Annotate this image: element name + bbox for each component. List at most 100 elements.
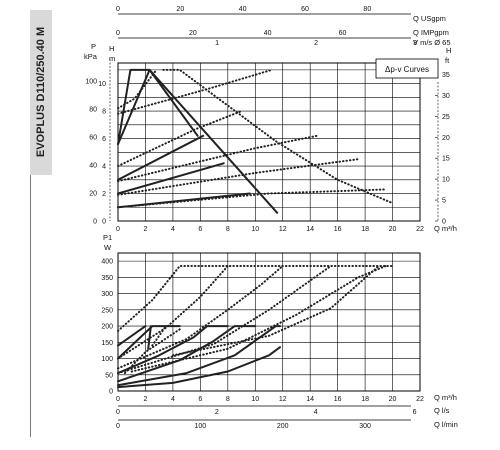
head-m-tick-label: 2: [102, 191, 106, 198]
head-solid-curve-1: [117, 68, 199, 146]
power-y-tick-label: 50: [105, 372, 113, 379]
power-x-tick-label: 8: [226, 396, 230, 403]
power-x-tick-label: 0: [116, 396, 120, 403]
head-x-tick-label: 8: [226, 226, 230, 233]
power-solid-curve-6: [117, 325, 147, 347]
power-dotted-curve-9: [117, 265, 229, 360]
power-y-tick-label: 250: [101, 307, 113, 314]
top-axis-3-label: V m/s Ø 65: [413, 38, 451, 47]
power-y-tick-label: 200: [101, 324, 113, 331]
power-x-tick-label: 22: [416, 396, 424, 403]
power-solid-curve-2: [117, 325, 229, 375]
top-axis-1-tick-label: 60: [301, 6, 309, 13]
top-axis-2-tick-label: 0: [116, 30, 120, 37]
power-x-axis-label: Q m³/h: [434, 393, 457, 402]
power-x-tick-label: 6: [198, 396, 202, 403]
head-right-axis-unit: ft: [445, 56, 450, 65]
top-axis-1-tick-label: 0: [116, 6, 120, 13]
head-ft-tick-label: 10: [442, 177, 450, 184]
bottom-axis-2-label: Q l/min: [434, 420, 458, 429]
bottom-axis-1-label: Q l/s: [434, 406, 450, 415]
top-axis-1-tick-label: 40: [239, 6, 247, 13]
head-m-tick-label: 6: [102, 136, 106, 143]
head-dotted-curve-13: [117, 68, 158, 110]
bottom-axis-1-tick-label: 4: [314, 409, 318, 416]
power-y-tick-label: 150: [101, 340, 113, 347]
head-x-tick-label: 16: [334, 226, 342, 233]
legend-label: Δp-v Curves: [385, 65, 429, 74]
top-axis-1-tick-label: 80: [363, 6, 371, 13]
head-x-tick-label: 20: [389, 226, 397, 233]
side-tab: [30, 10, 52, 175]
power-y-tick-label: 100: [101, 356, 113, 363]
head-kpa-tick-label: 40: [89, 162, 97, 169]
power-dotted-curve-13: [171, 265, 380, 357]
power-dotted-curve-14: [151, 325, 167, 347]
head-kpa-tick-label: 100: [85, 78, 97, 85]
power-y-tick-label: 400: [101, 259, 113, 266]
top-axis-2-tick-label: 20: [189, 30, 197, 37]
head-grid: [109, 13, 439, 222]
head-solid-curve-6: [148, 68, 279, 214]
top-axis-3-tick-label: 1: [215, 40, 219, 47]
top-axis-3-tick-label: 3: [413, 40, 417, 47]
head-dotted-curve-11: [117, 188, 387, 209]
bottom-axis-1-tick-label: 2: [215, 409, 219, 416]
power-x-tick-label: 4: [171, 396, 175, 403]
power-solid-curve-4: [117, 325, 281, 387]
head-dotted-curve-7: [117, 68, 273, 115]
top-axis-1-label: Q USgpm: [413, 14, 446, 23]
head-kpa-tick-label: 20: [89, 190, 97, 197]
top-axis-2-tick-label: 40: [264, 30, 272, 37]
power-x-tick-label: 12: [279, 396, 287, 403]
side-rule: [30, 175, 31, 437]
power-x-tick-label: 20: [389, 396, 397, 403]
head-solid-curve-4: [117, 162, 225, 195]
power-dotted-curve-8: [117, 265, 394, 332]
bottom-axis-2-tick-label: 0: [116, 423, 120, 430]
head-x-tick-label: 18: [361, 226, 369, 233]
head-dotted-curve-8: [117, 110, 243, 167]
bottom-axis-1-tick-label: 6: [413, 409, 417, 416]
power-curves: [117, 265, 394, 389]
head-ft-tick-label: 20: [442, 135, 450, 142]
head-dotted-curve-10: [117, 158, 360, 196]
power-dotted-curve-11: [117, 265, 332, 375]
head-x-tick-label: 10: [251, 226, 259, 233]
head-m-tick-label: 4: [102, 164, 106, 171]
head-ft-tick-label: 35: [442, 72, 450, 79]
power-x-tick-label: 10: [251, 396, 259, 403]
head-x-axis-label: Q m³/h: [434, 224, 457, 233]
bottom-axis-2-tick-label: 100: [195, 423, 207, 430]
top-axis-3-tick-label: 2: [314, 40, 318, 47]
legend-box: [375, 58, 439, 79]
head-left-axis-label: P: [91, 42, 96, 51]
bottom-axis-2-tick-label: 200: [277, 423, 289, 430]
head-left-axis-unit-2: m: [109, 54, 115, 63]
head-right-axis-label: H: [446, 46, 451, 55]
head-solid-curve-3: [117, 134, 205, 181]
head-ft-tick-label: 30: [442, 93, 450, 100]
head-ft-tick-label: 15: [442, 156, 450, 163]
power-y-tick-label: 300: [101, 291, 113, 298]
bottom-axis-1-tick-label: 0: [116, 409, 120, 416]
bottom-axis-2-tick-label: 300: [359, 423, 371, 430]
power-solid-curve-1: [117, 325, 181, 360]
head-curves: [117, 68, 394, 214]
power-x-tick-label: 14: [306, 396, 314, 403]
power-plot-frame: [117, 252, 421, 392]
power-y-tick-label: 350: [101, 275, 113, 282]
head-m-tick-label: 10: [98, 81, 106, 88]
power-solid-curve-5: [117, 346, 281, 389]
head-x-tick-label: 2: [144, 226, 148, 233]
head-left-axis-unit: kPa: [84, 52, 98, 61]
head-ft-tick-label: 25: [442, 114, 450, 121]
head-ft-tick-label: 0: [442, 219, 446, 226]
power-dotted-curve-12: [130, 265, 387, 373]
head-dotted-curve-12: [162, 68, 394, 205]
power-y-tick-label: 0: [109, 389, 113, 396]
top-axis-2-tick-label: 60: [339, 30, 347, 37]
head-kpa-tick-label: 0: [93, 219, 97, 226]
head-m-tick-label: 8: [102, 109, 106, 116]
head-x-tick-label: 6: [198, 226, 202, 233]
